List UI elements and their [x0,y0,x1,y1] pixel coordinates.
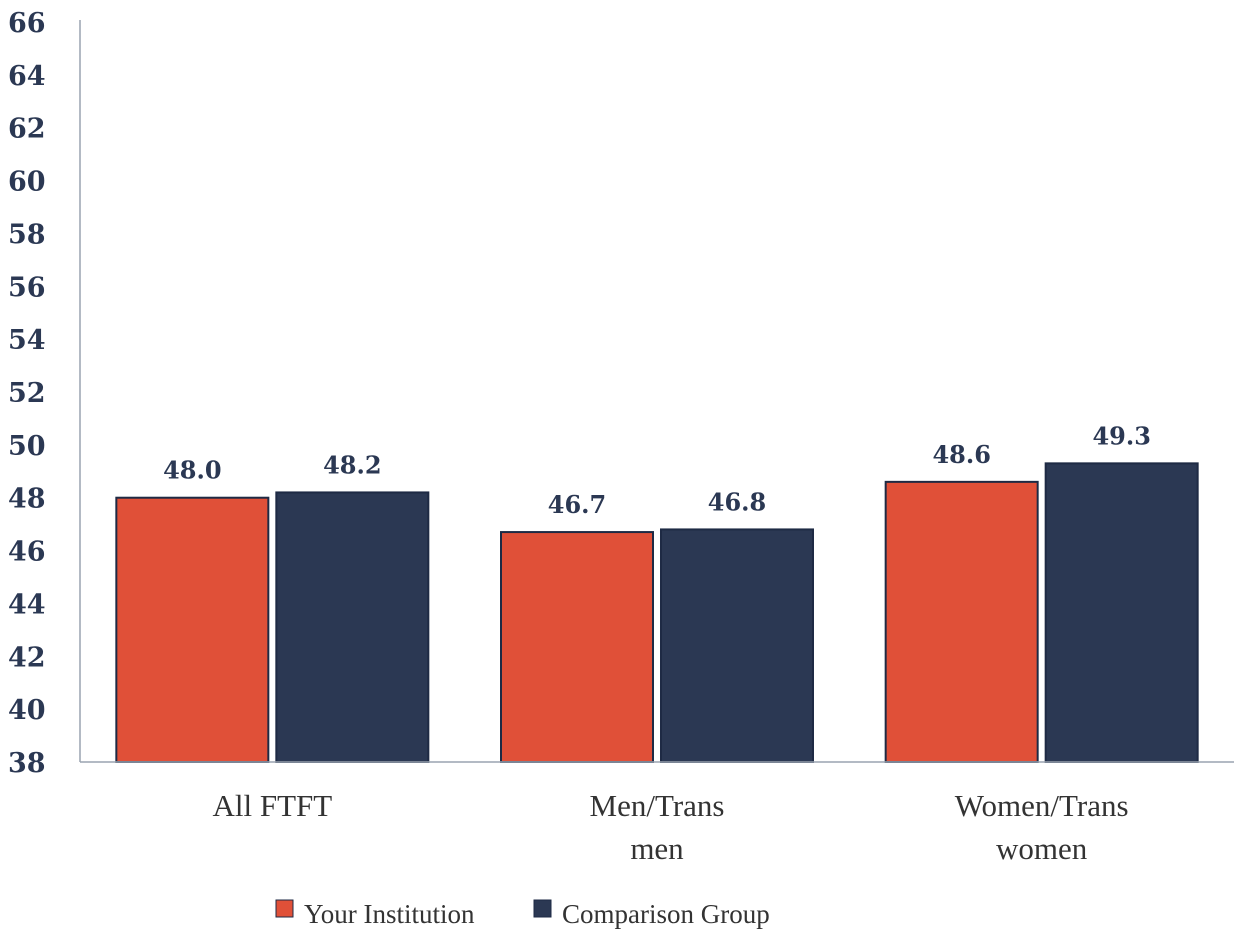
bar [660,528,814,764]
legend-swatch [275,899,294,918]
bar [884,480,1039,763]
bar [500,531,654,763]
y-tick-label: 40 [8,695,46,726]
data-label: 48.0 [163,456,221,485]
x-axis-ticks: All FTFT Men/Trans men Women/Trans women [212,788,1128,866]
bar [1044,462,1199,763]
y-tick-label: 50 [8,431,46,462]
bars: 48.0 48.2 46.7 46.8 48.6 49.3 [115,421,1199,764]
y-tick-label: 44 [8,589,46,620]
data-label: 48.6 [932,440,990,469]
x-tick-label: Women/Trans women [955,788,1129,866]
legend-label: Comparison Group [562,899,770,929]
data-label: 46.7 [548,490,606,519]
y-tick-label: 42 [8,642,46,673]
y-tick-label: 38 [8,748,46,779]
y-tick-label: 64 [8,61,46,92]
y-tick-label: 58 [8,219,46,250]
y-tick-label: 54 [8,325,46,356]
y-tick-label: 52 [8,378,46,409]
data-label: 46.8 [708,487,766,516]
x-tick-label: All FTFT [212,788,332,823]
bar [275,491,430,763]
y-tick-label: 60 [8,167,46,198]
y-tick-label: 48 [8,484,46,515]
legend-label: Your Institution [304,899,475,929]
y-tick-label: 46 [8,537,46,568]
y-tick-label: 62 [8,114,46,145]
data-label: 48.2 [323,450,381,479]
y-tick-label: 56 [8,272,46,303]
bar [115,496,270,763]
data-label: 49.3 [1092,421,1150,450]
y-axis-ticks: 38 40 42 44 46 48 50 52 54 56 58 60 62 64 66 [8,8,46,779]
legend-swatch [533,899,552,918]
x-tick-label: Men/Trans men [590,788,725,866]
y-tick-label: 66 [8,8,46,39]
legend: Your Institution Comparison Group [275,899,770,929]
